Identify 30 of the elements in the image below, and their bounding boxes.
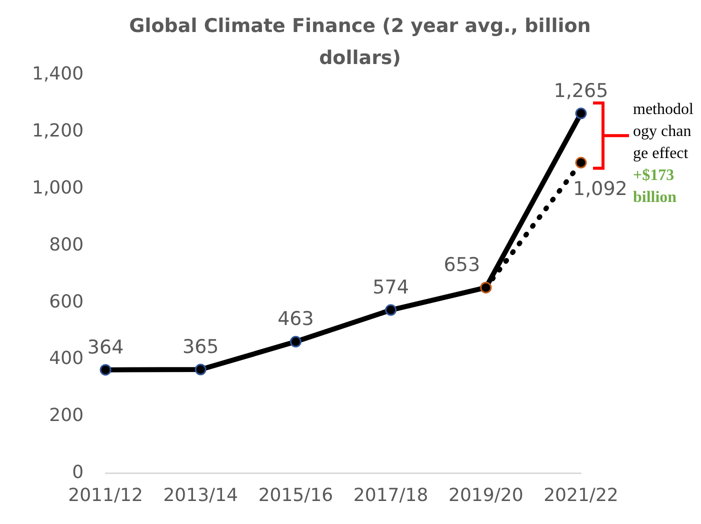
chart-title: Global Climate Finance (2 year avg., billion dollars)	[128, 14, 592, 71]
point	[385, 304, 397, 316]
point	[194, 364, 206, 376]
point	[575, 156, 587, 168]
y-tick-label: 800	[49, 234, 84, 256]
data-label: 364	[87, 336, 124, 358]
data-label: 653	[444, 254, 480, 276]
x-tick-label: 2013/14	[163, 484, 238, 506]
y-tick-label: 1,000	[32, 178, 84, 198]
data-label: 463	[278, 308, 314, 330]
x-tick-label: 2017/18	[353, 484, 428, 506]
y-tick-label: 0	[72, 462, 84, 484]
x-tick-label: 2011/12	[68, 484, 143, 506]
x-tick-label: 2019/20	[448, 484, 524, 506]
y-tick-label: 400	[49, 348, 84, 370]
text: methodology change effect	[633, 100, 694, 164]
data-label: 365	[182, 336, 219, 358]
data-label: 574	[372, 276, 409, 298]
y-tick-label: 1,400	[32, 64, 84, 85]
y-tick-label: 600	[49, 291, 84, 312]
text: +$173 billion	[633, 166, 678, 208]
point	[575, 108, 587, 120]
x-tick-label: 2015/16	[258, 484, 334, 506]
x-tick-label: 2021/22	[544, 484, 618, 506]
y-tick-label: 1,200	[32, 120, 84, 142]
data-label: 1,092	[573, 178, 628, 200]
point	[100, 364, 112, 376]
y-tick-label: 200	[49, 405, 84, 426]
data-label: 1,265	[554, 80, 608, 102]
point	[290, 336, 302, 348]
